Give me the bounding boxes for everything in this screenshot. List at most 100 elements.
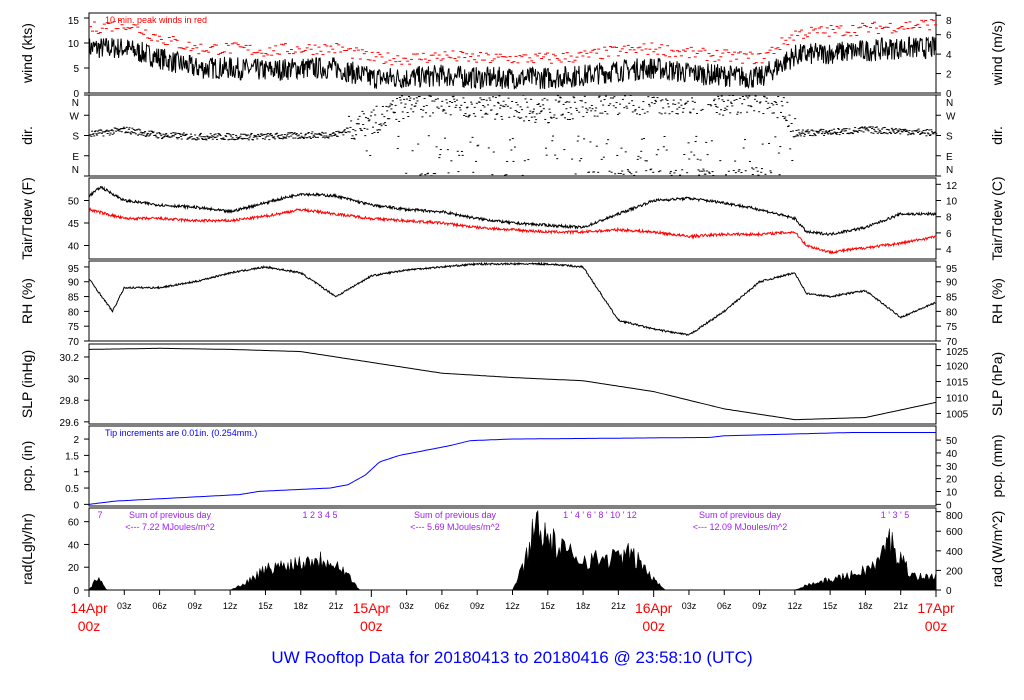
dir-point (549, 111, 552, 113)
dir-point (309, 136, 312, 138)
dir-point (181, 133, 184, 135)
x-minor-label: 09z (188, 601, 203, 611)
peak-wind-point (177, 47, 181, 49)
peak-wind-point (835, 25, 839, 27)
peak-wind-point (742, 53, 746, 55)
peak-wind-point (853, 32, 857, 34)
dir-point (657, 171, 660, 173)
peak-wind-point (321, 54, 325, 56)
dir-point (625, 105, 628, 107)
peak-wind-point (126, 27, 130, 29)
series-Tair (88, 185, 937, 237)
peak-wind-point (185, 46, 189, 48)
peak-wind-point (467, 60, 471, 62)
dir-point (726, 105, 729, 107)
dir-point (319, 133, 322, 135)
dir-point (761, 143, 764, 145)
peak-wind-point (827, 35, 831, 37)
dir-point (108, 130, 111, 132)
peak-wind-point (614, 46, 618, 48)
dir-point (705, 170, 708, 172)
dir-point (125, 126, 128, 128)
dir-point (801, 129, 804, 131)
peak-wind-point (904, 22, 908, 24)
dir-point (436, 106, 439, 108)
dir-point (272, 137, 275, 139)
peak-wind-point (301, 50, 305, 52)
dir-point (404, 103, 407, 105)
dir-point (908, 130, 911, 132)
peak-wind-point (863, 24, 867, 26)
dir-point (455, 104, 458, 106)
dir-point (410, 104, 413, 106)
dir-point (485, 99, 488, 101)
peak-wind-point (362, 53, 366, 55)
peak-wind-point (364, 51, 368, 53)
peak-wind-point (350, 57, 354, 59)
dir-point (241, 138, 244, 140)
peak-wind-point (530, 60, 534, 62)
peak-wind-point (750, 53, 754, 55)
peak-wind-point (656, 53, 660, 55)
dir-point (460, 150, 463, 152)
dir-point (724, 107, 727, 109)
dir-point (632, 105, 635, 107)
peak-wind-point (293, 51, 297, 53)
peak-wind-point (705, 60, 709, 62)
dir-point (405, 98, 408, 100)
dir-point (813, 133, 816, 135)
dir-point (529, 110, 532, 112)
peak-wind-point (435, 57, 439, 59)
dir-point (650, 102, 653, 104)
dir-point (496, 113, 499, 115)
dir-point (499, 104, 502, 106)
dir-point (254, 135, 257, 137)
peak-wind-point (258, 49, 262, 51)
peak-wind-point (916, 23, 920, 25)
peak-wind-point (447, 56, 451, 58)
dir-point (700, 109, 703, 111)
peak-wind-point (207, 51, 211, 53)
dir-point (321, 136, 324, 138)
peak-wind-point (175, 39, 179, 41)
peak-wind-point (687, 57, 691, 59)
dir-point (558, 100, 561, 102)
dir-point (662, 107, 665, 109)
dir-point (501, 105, 504, 107)
dir-point (490, 109, 493, 111)
y-tick-label: 40 (68, 242, 80, 253)
peak-wind-point (333, 52, 337, 54)
dir-point (796, 134, 799, 136)
peak-wind-point (616, 55, 620, 57)
dir-point (518, 112, 521, 114)
dir-point (602, 156, 605, 158)
dir-point (837, 128, 840, 130)
dir-point (836, 132, 839, 134)
dir-point (781, 105, 784, 107)
dir-point (858, 130, 861, 132)
peak-wind-point (632, 49, 636, 51)
dir-point (880, 128, 883, 130)
dir-point (448, 105, 451, 107)
dir-point (714, 103, 717, 105)
peak-wind-point (138, 31, 142, 33)
dir-point (494, 118, 497, 120)
peak-wind-point (116, 28, 120, 30)
dir-point (847, 133, 850, 135)
peak-wind-point (412, 53, 416, 55)
dir-point (161, 137, 164, 139)
dir-point (664, 112, 667, 114)
dir-point (542, 108, 545, 110)
peak-wind-point (902, 28, 906, 30)
dir-point (708, 172, 711, 174)
dir-point (579, 100, 582, 102)
dir-point (647, 96, 650, 98)
peak-wind-point (171, 36, 175, 38)
dir-point (696, 112, 699, 114)
dir-point (532, 111, 535, 113)
dir-point (182, 134, 185, 136)
peak-wind-point (132, 24, 136, 26)
y-tick-label-right: 1020 (946, 362, 969, 373)
dir-point (173, 132, 176, 134)
peak-wind-point (486, 54, 490, 56)
